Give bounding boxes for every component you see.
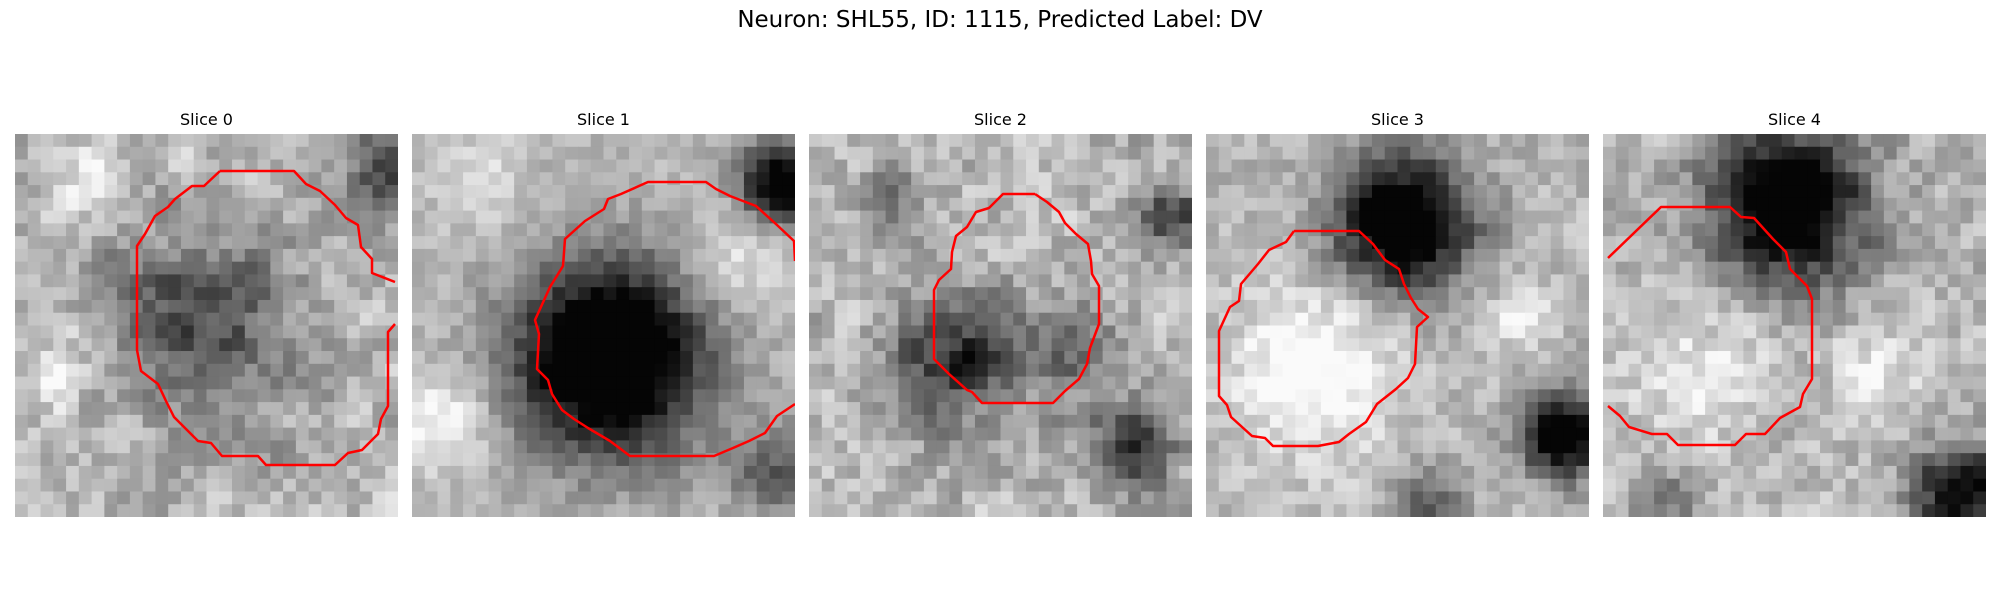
slice-panel-1: Slice 1 bbox=[412, 109, 795, 517]
figure-title: Neuron: SHL55, ID: 1115, Predicted Label… bbox=[737, 7, 1263, 33]
slice-title-0: Slice 0 bbox=[180, 110, 233, 129]
roi-contour-0 bbox=[220, 169, 396, 284]
roi-contour-2 bbox=[932, 192, 1101, 405]
grayscale-pixels-3 bbox=[1206, 134, 1589, 517]
slice-panel-2: Slice 2 bbox=[809, 109, 1192, 517]
slice-title-1: Slice 1 bbox=[577, 110, 630, 129]
slice-image-4 bbox=[1603, 134, 1986, 517]
slice-title-4: Slice 4 bbox=[1768, 110, 1821, 129]
slice-title-2: Slice 2 bbox=[974, 110, 1027, 129]
grayscale-pixels-4 bbox=[1603, 134, 1986, 517]
slice-panel-4: Slice 4 bbox=[1603, 109, 1986, 517]
slice-title-3: Slice 3 bbox=[1371, 110, 1424, 129]
grayscale-pixels-2 bbox=[809, 134, 1192, 517]
slice-image-0 bbox=[15, 134, 398, 517]
roi-contour-0b bbox=[135, 170, 396, 467]
grayscale-pixels-0 bbox=[15, 134, 398, 517]
roi-contour-4 bbox=[1607, 205, 1814, 447]
roi-contour-1 bbox=[533, 180, 795, 458]
roi-contour-3 bbox=[1217, 229, 1430, 448]
slice-panel-3: Slice 3 bbox=[1206, 109, 1589, 517]
slice-image-1 bbox=[412, 134, 795, 517]
slice-image-3 bbox=[1206, 134, 1589, 517]
slice-panel-0: Slice 0 bbox=[15, 109, 398, 517]
slice-image-2 bbox=[809, 134, 1192, 517]
grayscale-pixels-1 bbox=[412, 134, 795, 517]
